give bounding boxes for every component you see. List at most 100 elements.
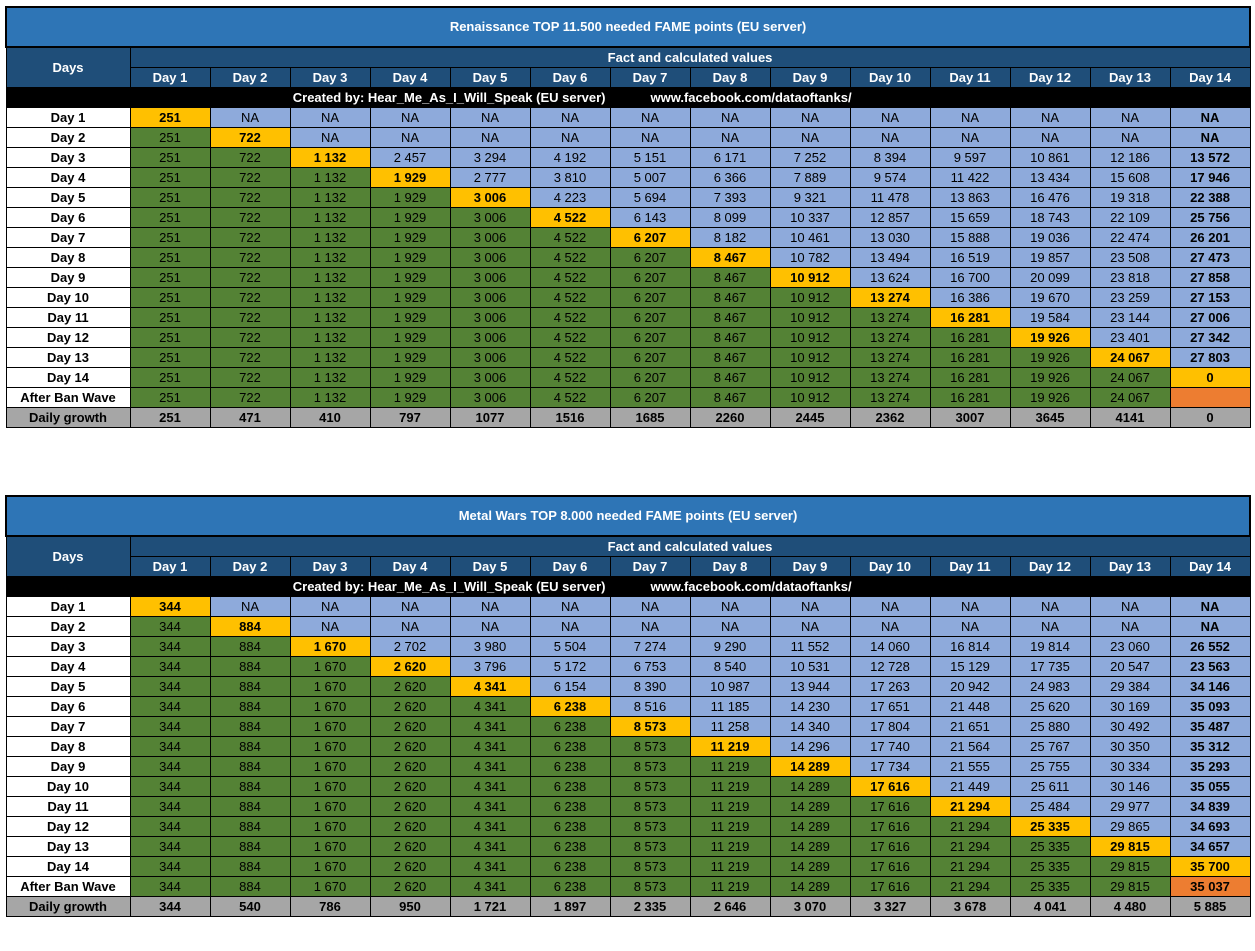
column-header: Day 1 bbox=[129, 556, 211, 577]
value-cell: 3 006 bbox=[449, 227, 531, 248]
value-cell: 26 552 bbox=[1169, 636, 1251, 657]
value-cell: 1 670 bbox=[289, 696, 371, 717]
days-header: Days bbox=[5, 535, 131, 577]
value-cell: 4 341 bbox=[449, 836, 531, 857]
value-cell: 251 bbox=[129, 187, 211, 208]
table-title: Metal Wars TOP 8.000 needed FAME points … bbox=[4, 495, 1252, 537]
value-cell: 1 132 bbox=[289, 247, 371, 268]
value-cell: 3 006 bbox=[449, 267, 531, 288]
column-header: Day 14 bbox=[1169, 67, 1251, 88]
table-row: After Ban Wave 251 722 1 132 1 929 3 006 4 522… bbox=[5, 387, 1251, 408]
value-cell: 11 219 bbox=[689, 856, 771, 877]
column-header: Day 3 bbox=[289, 67, 371, 88]
growth-value: 0 bbox=[1169, 407, 1251, 428]
value-cell: 19 926 bbox=[1009, 387, 1091, 408]
value-cell: 884 bbox=[209, 636, 291, 657]
row-label: Day 3 bbox=[5, 147, 131, 168]
value-cell: 722 bbox=[209, 367, 291, 388]
value-cell: NA bbox=[929, 596, 1011, 617]
table-row: Day 10 344 884 1 670 2 620 4 341 6 238 8 573 11 … bbox=[5, 776, 1251, 797]
value-cell: 1 929 bbox=[369, 187, 451, 208]
value-cell: 18 743 bbox=[1009, 207, 1091, 228]
value-cell: 2 620 bbox=[369, 876, 451, 897]
growth-value: 3 327 bbox=[849, 896, 931, 917]
value-cell: 6 207 bbox=[609, 367, 691, 388]
value-cell: 884 bbox=[209, 696, 291, 717]
value-cell: 2 620 bbox=[369, 816, 451, 837]
value-cell: 6 238 bbox=[529, 696, 611, 717]
value-cell: 9 597 bbox=[929, 147, 1011, 168]
credit-url: www.facebook.com/dataoftanks/ bbox=[609, 87, 1251, 108]
value-cell: 8 573 bbox=[609, 756, 691, 777]
value-cell: 3 006 bbox=[449, 367, 531, 388]
value-cell: 14 289 bbox=[769, 836, 851, 857]
value-cell: 15 608 bbox=[1089, 167, 1171, 188]
column-header: Day 6 bbox=[529, 556, 611, 577]
row-label: Day 2 bbox=[5, 616, 131, 637]
value-cell: 26 201 bbox=[1169, 227, 1251, 248]
value-cell: 5 694 bbox=[609, 187, 691, 208]
days-header: Days bbox=[5, 46, 131, 88]
value-cell: 27 473 bbox=[1169, 247, 1251, 268]
value-cell: 13 624 bbox=[849, 267, 931, 288]
value-cell: 24 067 bbox=[1089, 347, 1171, 368]
value-cell: NA bbox=[609, 596, 691, 617]
value-cell: 1 132 bbox=[289, 287, 371, 308]
value-cell: NA bbox=[609, 107, 691, 128]
value-cell: 344 bbox=[129, 596, 211, 617]
value-cell: 23 060 bbox=[1089, 636, 1171, 657]
value-cell: 10 912 bbox=[769, 367, 851, 388]
value-cell: 722 bbox=[209, 387, 291, 408]
value-cell: 722 bbox=[209, 347, 291, 368]
value-cell: 10 912 bbox=[769, 347, 851, 368]
value-cell: 17 616 bbox=[849, 856, 931, 877]
value-cell: 11 219 bbox=[689, 796, 771, 817]
value-cell: 8 467 bbox=[689, 267, 771, 288]
value-cell: 14 230 bbox=[769, 696, 851, 717]
value-cell: NA bbox=[369, 616, 451, 637]
value-cell: 722 bbox=[209, 207, 291, 228]
value-cell: 1 929 bbox=[369, 227, 451, 248]
value-cell: 22 474 bbox=[1089, 227, 1171, 248]
value-cell: 25 335 bbox=[1009, 876, 1091, 897]
value-cell: 884 bbox=[209, 756, 291, 777]
value-cell: 1 929 bbox=[369, 387, 451, 408]
value-cell: 23 401 bbox=[1089, 327, 1171, 348]
value-cell: 1 670 bbox=[289, 776, 371, 797]
value-cell: 8 467 bbox=[689, 307, 771, 328]
row-label: Day 4 bbox=[5, 656, 131, 677]
value-cell: 10 912 bbox=[769, 327, 851, 348]
credit-url: www.facebook.com/dataoftanks/ bbox=[609, 576, 1251, 597]
value-cell: NA bbox=[1009, 107, 1091, 128]
value-cell: 19 318 bbox=[1089, 187, 1171, 208]
value-cell: 6 207 bbox=[609, 327, 691, 348]
value-cell: NA bbox=[1009, 596, 1091, 617]
value-cell: NA bbox=[849, 596, 931, 617]
value-cell: 25 335 bbox=[1009, 816, 1091, 837]
value-cell: 10 912 bbox=[769, 267, 851, 288]
value-cell: 722 bbox=[209, 307, 291, 328]
value-cell: 13 274 bbox=[849, 347, 931, 368]
row-label: Day 13 bbox=[5, 836, 131, 857]
growth-value: 3645 bbox=[1009, 407, 1091, 428]
value-cell: NA bbox=[769, 616, 851, 637]
table-row: Day 6 251 722 1 132 1 929 3 006 4 522 6 143 8 09… bbox=[5, 207, 1251, 228]
value-cell: 251 bbox=[129, 327, 211, 348]
value-cell: 251 bbox=[129, 387, 211, 408]
value-cell: 3 006 bbox=[449, 287, 531, 308]
value-cell: 2 620 bbox=[369, 736, 451, 757]
table-row: Day 4 344 884 1 670 2 620 3 796 5 172 6 753 8 54… bbox=[5, 656, 1251, 677]
value-cell: 29 865 bbox=[1089, 816, 1171, 837]
column-header: Day 14 bbox=[1169, 556, 1251, 577]
value-cell: 13 863 bbox=[929, 187, 1011, 208]
column-header: Day 7 bbox=[609, 67, 691, 88]
value-cell: 3 980 bbox=[449, 636, 531, 657]
value-cell: 2 620 bbox=[369, 856, 451, 877]
row-label: After Ban Wave bbox=[5, 387, 131, 408]
value-cell: NA bbox=[1089, 616, 1171, 637]
value-cell: 35 293 bbox=[1169, 756, 1251, 777]
table-row: Day 3 344 884 1 670 2 702 3 980 5 504 7 274 9 29… bbox=[5, 636, 1251, 657]
value-cell: 8 573 bbox=[609, 736, 691, 757]
value-cell: 13 274 bbox=[849, 387, 931, 408]
value-cell: 6 238 bbox=[529, 736, 611, 757]
